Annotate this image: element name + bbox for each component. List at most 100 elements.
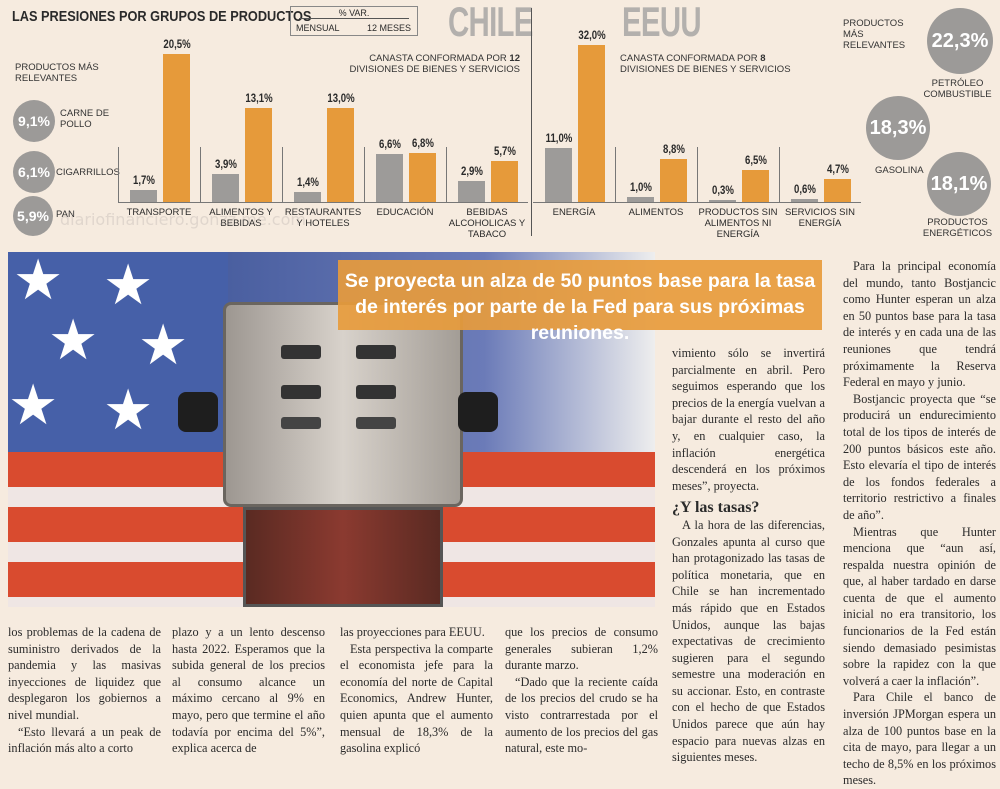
- category-label: SERVICIOS SIN ENERGÍA: [784, 207, 856, 229]
- article-column-2: plazo y a un lento descenso hasta 2022. …: [172, 624, 325, 757]
- bar-monthly: [627, 197, 654, 202]
- eeuu-label: EEUU: [622, 0, 702, 45]
- bar-monthly: [709, 200, 736, 202]
- paragraph: plazo y a un lento descenso hasta 2022. …: [172, 625, 325, 756]
- bar-monthly: [294, 191, 321, 202]
- bar-value-label: 6,5%: [745, 153, 767, 168]
- product-name: CIGARRILLOS: [56, 167, 120, 178]
- star-icon: ★: [48, 308, 99, 371]
- article-column-4: que los precios de consumo generales sub…: [505, 624, 658, 757]
- product-name: PRODUCTOS ENERGÉTICOS: [922, 217, 993, 239]
- bar-value-label: 13,1%: [245, 90, 273, 105]
- paragraph: los problemas de la cadena de suministro…: [8, 625, 161, 722]
- eeuu-bar-chart: 11,0% 32,0% ENERGÍA 1,0% 8,8% ALIMENTOS 0,3% 6,…: [533, 0, 863, 245]
- bar-monthly: [791, 199, 818, 202]
- category-label: EDUCACIÓN: [376, 207, 434, 218]
- bar-value-label: 4,7%: [827, 161, 849, 176]
- group-divider: [779, 147, 780, 202]
- chile-bar-chart: 1,7% 20,5% TRANSPORTE 3,9% 13,1% ALIMENTOS Y …: [118, 0, 530, 245]
- product-name: CARNE DE POLLO: [60, 108, 110, 130]
- group-divider: [118, 147, 119, 202]
- chart-baseline: [533, 202, 861, 203]
- bar-value-label: 20,5%: [163, 37, 191, 52]
- category-label: ALIMENTOS Y BEBIDAS: [209, 207, 273, 229]
- group-divider: [697, 147, 698, 202]
- star-icon: ★: [8, 373, 59, 436]
- star-icon: ★: [103, 378, 154, 441]
- infographic-title: LAS PRESIONES POR GRUPOS DE PRODUCTOS: [12, 8, 312, 25]
- paragraph: Bostjancic proyecta que “se producirá un…: [843, 391, 996, 522]
- nozzle-left: [178, 392, 218, 432]
- bar-value-label: 8,8%: [663, 141, 685, 156]
- bar-12-months: [245, 107, 272, 202]
- bar-value-label: 1,0%: [630, 180, 652, 195]
- bar-monthly: [212, 173, 239, 202]
- bar-12-months: [578, 45, 605, 202]
- paragraph: Mientras que Hunter menciona que “aun as…: [843, 524, 996, 688]
- legend-yearly: 12 MESES: [366, 23, 411, 33]
- chile-label: CHILE: [448, 0, 533, 45]
- product-circle: 18,1%: [927, 152, 991, 216]
- bar-monthly: [130, 189, 157, 202]
- product-circle: 5,9%: [13, 196, 53, 236]
- legend-monthly: MENSUAL: [296, 23, 340, 33]
- bar-value-label: 1,7%: [133, 172, 155, 187]
- star-icon: ★: [103, 253, 154, 316]
- product-name: PETRÓLEO COMBUSTIBLE: [923, 78, 992, 100]
- category-label: PRODUCTOS SIN ALIMENTOS NI ENERGÍA: [698, 207, 778, 240]
- group-divider: [364, 147, 365, 202]
- product-circle: 6,1%: [13, 151, 55, 193]
- chile-products-label: PRODUCTOS MÁS RELEVANTES: [15, 62, 99, 84]
- bar-monthly: [458, 181, 485, 202]
- bar-value-label: 32,0%: [578, 28, 606, 43]
- chart-legend: % VAR. MENSUAL 12 MESES: [290, 6, 418, 36]
- product-circle: 18,3%: [866, 96, 930, 160]
- star-icon: ★: [13, 252, 64, 311]
- chart-baseline: [118, 202, 528, 203]
- chile-note: CANASTA CONFORMADA POR 12 DIVISIONES DE …: [349, 53, 520, 75]
- product-circle: 22,3%: [927, 8, 993, 74]
- bar-12-months: [824, 178, 851, 202]
- paragraph: “Dado que la reciente caída de los preci…: [505, 674, 658, 756]
- bar-value-label: 6,6%: [379, 137, 401, 152]
- paragraph: “Esto llevará a un peak de inflación más…: [8, 724, 161, 756]
- bar-monthly: [545, 148, 572, 202]
- paragraph: que los precios de consumo generales sub…: [505, 625, 658, 673]
- product-circle: 9,1%: [13, 100, 55, 142]
- product-name: PAN: [56, 209, 75, 220]
- paragraph: vimiento sólo se invertirá parcialmente …: [672, 346, 825, 493]
- article-column-3: las proyecciones para EEUU. Esta perspec…: [340, 624, 493, 757]
- paragraph: A la hora de las diferencias, Gonzales a…: [672, 517, 825, 765]
- bar-monthly: [376, 154, 403, 202]
- category-label: BEBIDAS ALCOHOLICAS Y TABACO: [448, 207, 526, 240]
- group-divider: [200, 147, 201, 202]
- article-column-1: los problemas de la cadena de suministro…: [8, 624, 161, 757]
- group-divider: [446, 147, 447, 202]
- paragraph: las proyecciones para EEUU.: [340, 625, 485, 639]
- bar-12-months: [163, 54, 190, 202]
- paragraph: Para la principal economía del mundo, ta…: [843, 259, 996, 390]
- bar-value-label: 13,0%: [327, 91, 355, 106]
- legend-header: % VAR.: [299, 8, 409, 19]
- eeuu-products-label: PRODUCTOS MÁS RELEVANTES: [843, 18, 906, 51]
- category-label: ENERGÍA: [552, 207, 596, 218]
- watermark: diariofinanciero.gonzz.me.com: [60, 210, 306, 229]
- bar-value-label: 6,8%: [412, 136, 434, 151]
- nozzle-right: [458, 392, 498, 432]
- eeuu-note: CANASTA CONFORMADA POR 8 DIVISIONES DE B…: [620, 53, 791, 75]
- bar-12-months: [742, 170, 769, 202]
- paragraph: Esta perspectiva la comparte el economis…: [340, 641, 493, 756]
- bar-value-label: 0,3%: [712, 183, 734, 197]
- bar-12-months: [409, 153, 436, 202]
- article-column-5: vimiento sólo se invertirá parcialmente …: [672, 345, 825, 766]
- pump-base: [243, 507, 443, 607]
- bar-value-label: 2,9%: [461, 164, 483, 179]
- pump-head: [223, 302, 463, 507]
- divider: [531, 8, 532, 236]
- headline-callout: Se proyecta un alza de 50 puntos base pa…: [338, 260, 822, 344]
- subheading: ¿Y las tasas?: [672, 499, 760, 517]
- category-label: TRANSPORTE: [126, 207, 192, 218]
- bar-12-months: [491, 160, 518, 202]
- bar-value-label: 5,7%: [494, 143, 516, 158]
- article-column-6: Para la principal economía del mundo, ta…: [843, 258, 996, 789]
